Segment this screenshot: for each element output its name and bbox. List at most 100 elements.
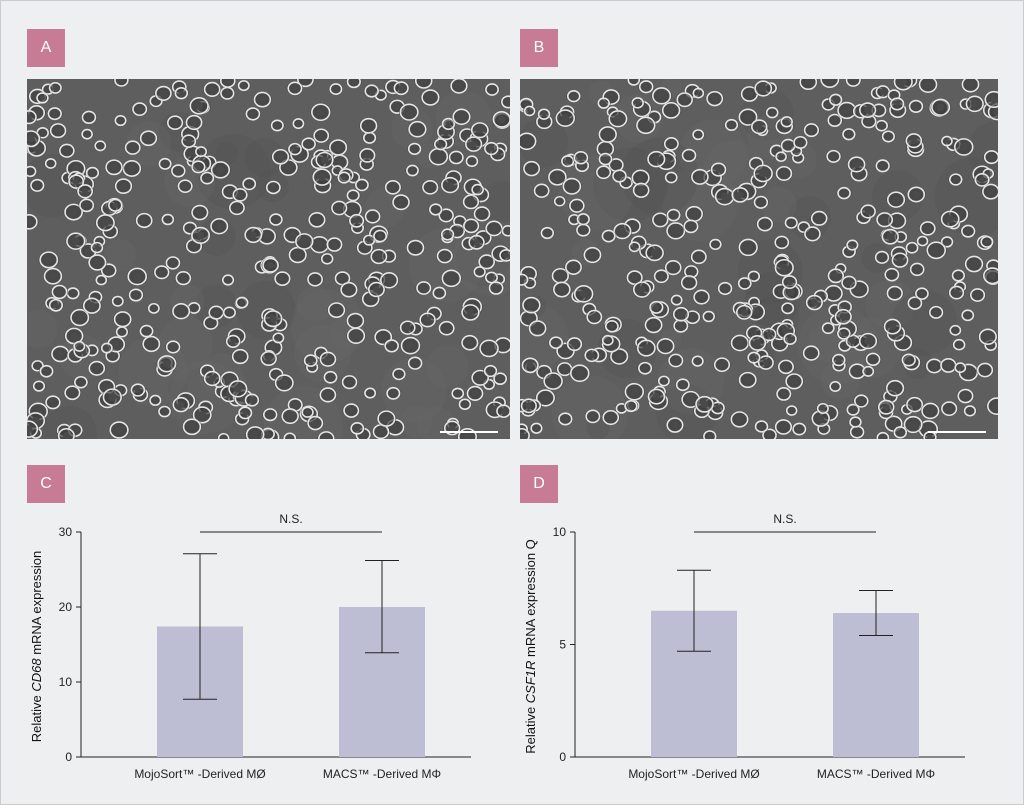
cell (131, 102, 148, 117)
cell (67, 174, 85, 189)
cell (252, 91, 272, 108)
cell (470, 122, 490, 139)
cell (682, 219, 700, 234)
cell (963, 405, 977, 417)
cell (477, 254, 496, 270)
cell (418, 312, 437, 328)
cell (437, 320, 456, 336)
cell (874, 159, 891, 173)
cell (241, 177, 257, 191)
cell (171, 396, 191, 413)
cell (583, 348, 600, 363)
cell (190, 204, 210, 221)
micrograph-a-cells (27, 79, 510, 439)
cell (376, 410, 397, 427)
cell (520, 398, 538, 414)
cell (665, 417, 685, 433)
y-axis-label: Relative CSF1R mRNA expression Q (523, 539, 538, 754)
cell (892, 426, 908, 439)
cell (584, 409, 602, 424)
cell (853, 394, 870, 408)
cell (46, 107, 63, 121)
cell (107, 198, 124, 212)
cell (114, 178, 133, 195)
cell (282, 432, 297, 439)
cell (287, 142, 303, 156)
cell (487, 281, 505, 295)
cell (448, 150, 465, 165)
cell (657, 375, 671, 387)
cell (228, 200, 246, 216)
cell (225, 334, 242, 349)
cell (160, 213, 175, 226)
cell (981, 183, 998, 200)
cell (317, 431, 336, 439)
cell (572, 151, 589, 165)
y-tick-label: 5 (559, 638, 566, 652)
cell (737, 277, 753, 290)
cell (38, 364, 55, 378)
cell (773, 258, 795, 277)
cell (874, 250, 890, 264)
cell (833, 308, 853, 325)
cell (521, 296, 542, 314)
y-axis-label: Relative CD68 mRNA expression (29, 551, 44, 742)
cell (405, 164, 420, 177)
cell (847, 156, 867, 173)
cell (309, 235, 330, 254)
cell (261, 257, 280, 273)
texture-blotch (195, 134, 271, 210)
cell (904, 133, 923, 149)
cell (126, 267, 148, 286)
cell (65, 287, 81, 300)
cell (392, 81, 410, 96)
cell (746, 351, 762, 364)
cell (460, 304, 481, 321)
cell (564, 259, 583, 275)
cell (585, 309, 603, 325)
cell (472, 206, 492, 222)
cell (611, 169, 628, 183)
cell (690, 168, 710, 185)
cell (363, 84, 380, 98)
cell (828, 93, 844, 106)
texture-blotch (426, 345, 469, 389)
cell (601, 409, 620, 426)
cell (724, 118, 739, 132)
cell (646, 388, 666, 405)
cell (566, 337, 583, 352)
cell (85, 166, 100, 179)
cell (310, 103, 332, 122)
cell (964, 255, 984, 273)
cell (265, 180, 282, 195)
cell (78, 198, 95, 213)
cell (986, 397, 998, 416)
cell (528, 320, 548, 337)
cell (940, 401, 959, 417)
cell (27, 110, 38, 125)
cell (462, 218, 480, 234)
cell (701, 310, 716, 323)
texture-blotch (27, 309, 58, 348)
cell (737, 238, 759, 257)
cell (636, 339, 657, 357)
cell (64, 327, 85, 345)
panel-label-b: B (520, 29, 558, 67)
cell (552, 281, 572, 298)
cell (604, 320, 620, 333)
cell (782, 332, 798, 346)
cell (87, 360, 106, 376)
cell (798, 79, 818, 91)
cell (291, 118, 306, 130)
cell (259, 350, 278, 366)
cell (836, 327, 852, 340)
cell (775, 165, 793, 181)
cell (29, 178, 46, 192)
cell (539, 226, 555, 240)
cell (953, 362, 967, 374)
cell (950, 269, 966, 282)
cell (845, 403, 861, 416)
cell (547, 168, 568, 186)
cell (76, 184, 94, 199)
cell (457, 398, 472, 410)
